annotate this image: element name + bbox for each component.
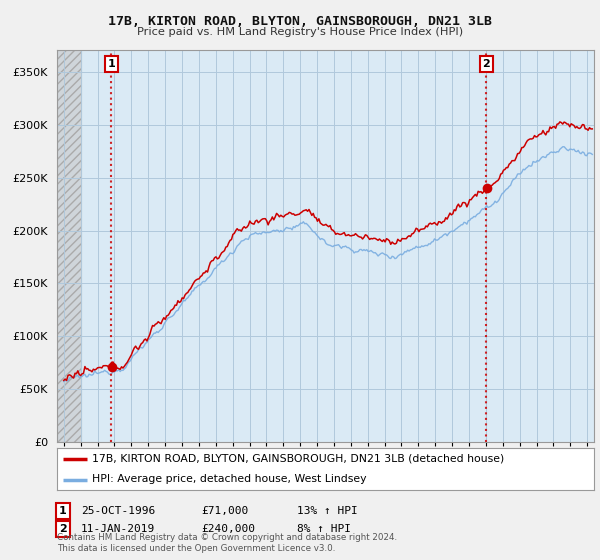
Text: 13% ↑ HPI: 13% ↑ HPI [297,506,358,516]
Text: £71,000: £71,000 [201,506,248,516]
Text: HPI: Average price, detached house, West Lindsey: HPI: Average price, detached house, West… [92,474,367,484]
Text: 17B, KIRTON ROAD, BLYTON, GAINSBOROUGH, DN21 3LB (detached house): 17B, KIRTON ROAD, BLYTON, GAINSBOROUGH, … [92,454,504,464]
Text: 17B, KIRTON ROAD, BLYTON, GAINSBOROUGH, DN21 3LB: 17B, KIRTON ROAD, BLYTON, GAINSBOROUGH, … [108,15,492,27]
Text: 25-OCT-1996: 25-OCT-1996 [81,506,155,516]
Text: 2: 2 [482,59,490,69]
Bar [57,50,80,442]
Text: 2: 2 [59,524,67,534]
Text: 1: 1 [107,59,115,69]
Text: Contains HM Land Registry data © Crown copyright and database right 2024.
This d: Contains HM Land Registry data © Crown c… [57,533,397,553]
Bar [57,50,80,442]
Text: 8% ↑ HPI: 8% ↑ HPI [297,524,351,534]
Text: 11-JAN-2019: 11-JAN-2019 [81,524,155,534]
Text: £240,000: £240,000 [201,524,255,534]
Text: 1: 1 [59,506,67,516]
Text: Price paid vs. HM Land Registry's House Price Index (HPI): Price paid vs. HM Land Registry's House … [137,27,463,37]
